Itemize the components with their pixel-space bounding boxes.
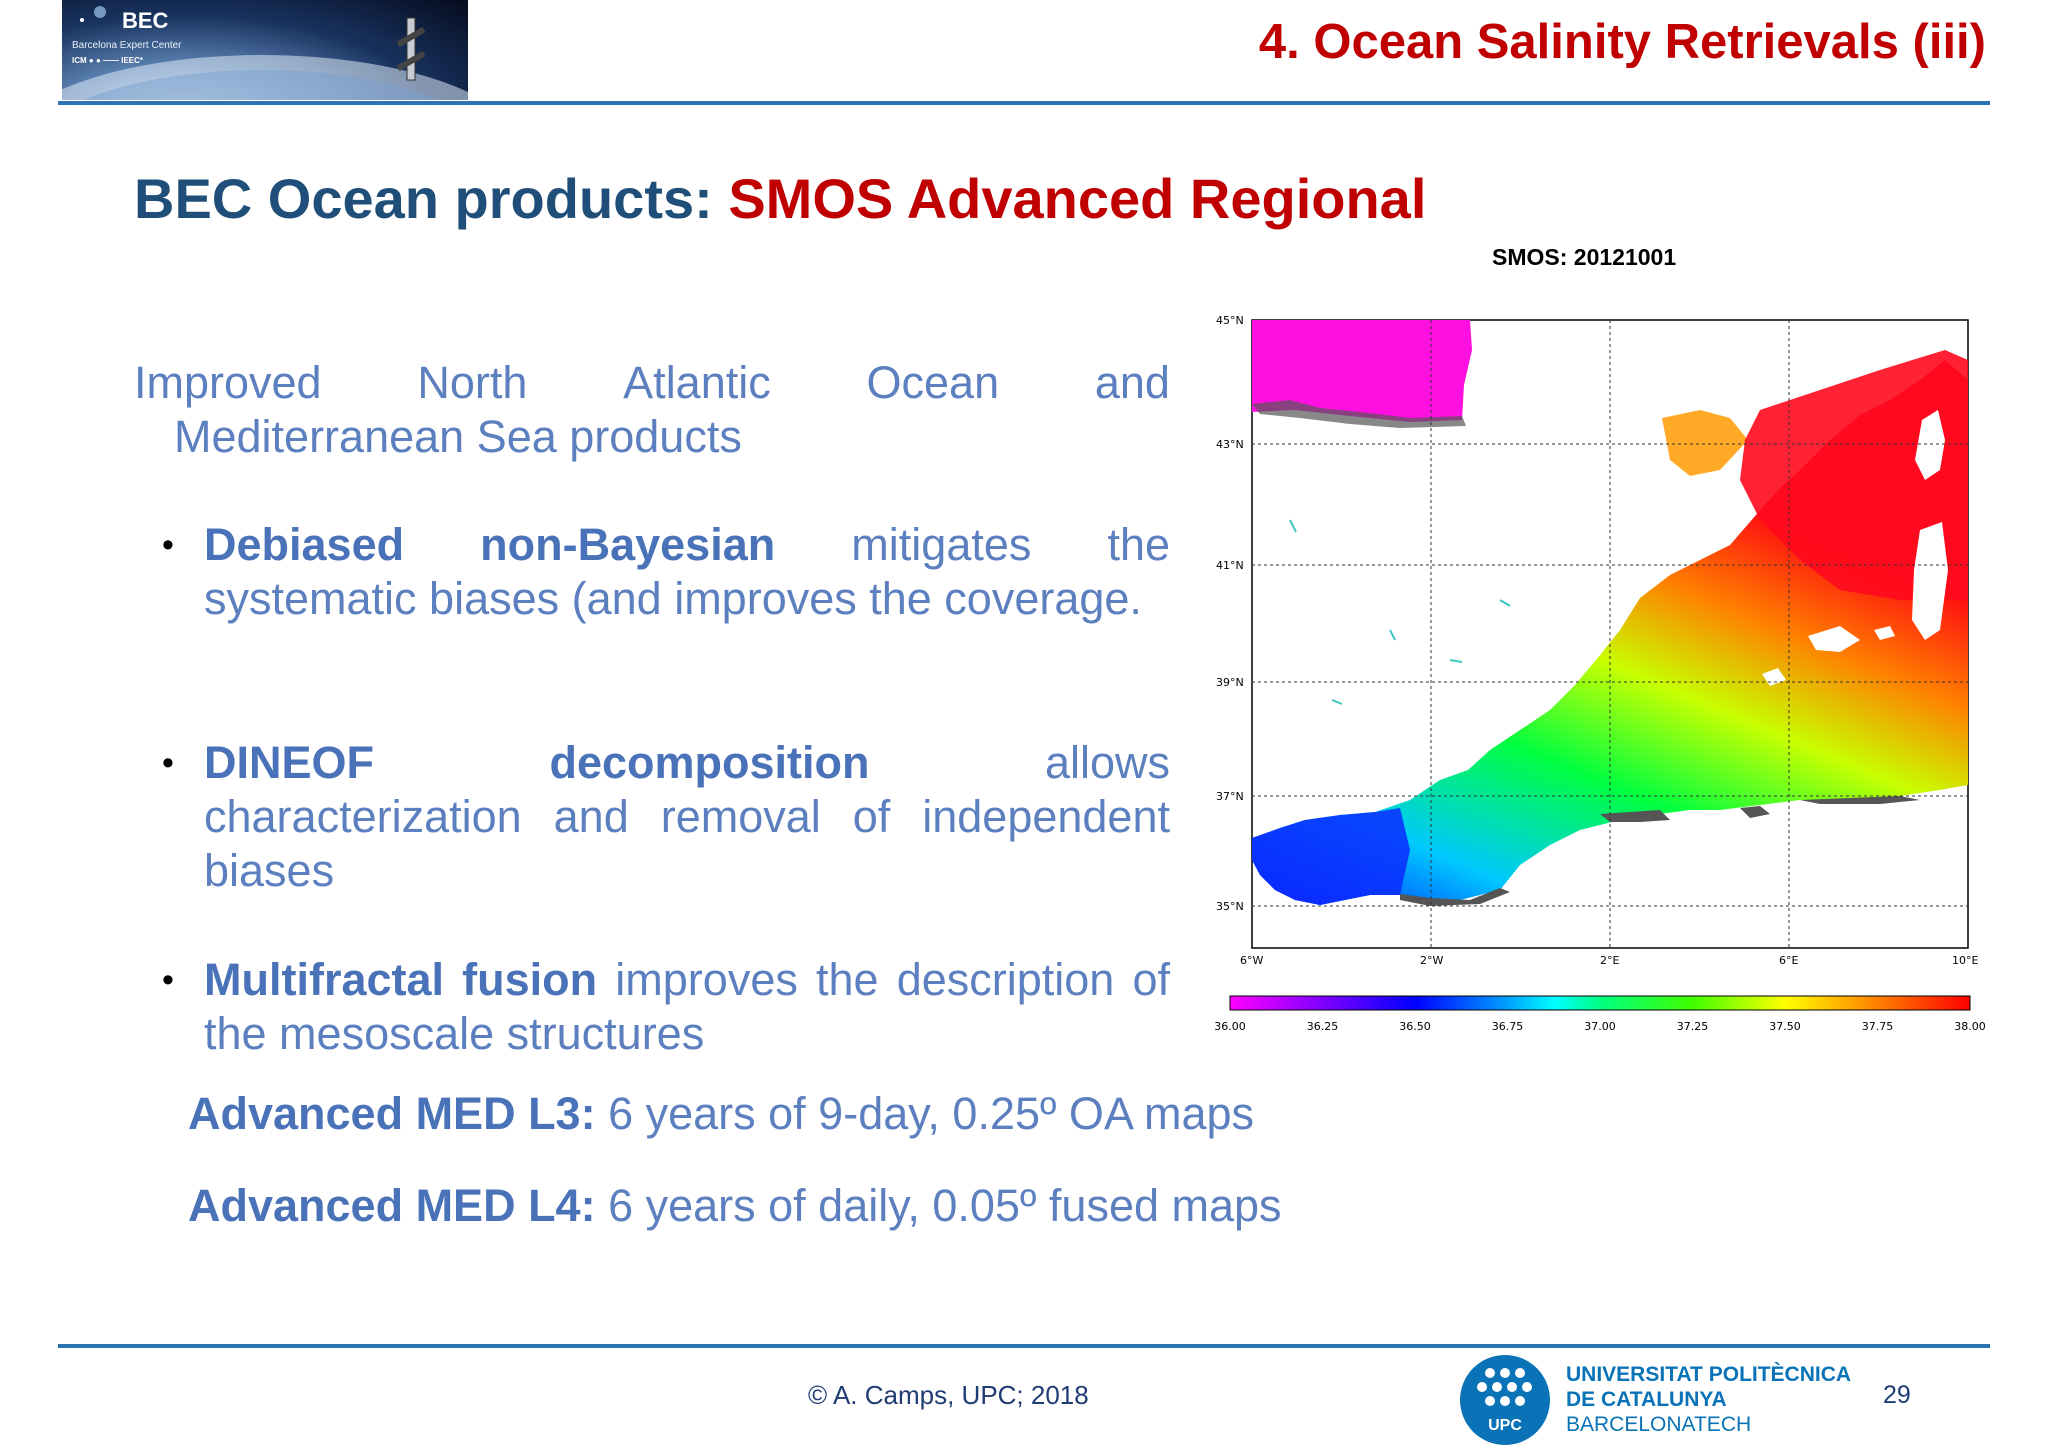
colorbar-tick-label: 37.25 [1677,1020,1709,1033]
colorbar-tick-label: 36.50 [1399,1020,1431,1033]
intro-word: Ocean [866,357,1000,408]
intro-word: Improved [134,357,322,408]
copyright-text: © A. Camps, UPC; 2018 [808,1380,1089,1410]
advanced-l3-line: Advanced MED L3: 6 years of 9-day, 0.25º… [188,1088,1254,1140]
bullet-text: mitigates the systematic biases (and imp… [204,519,1170,624]
bullet-dot-icon: • [162,961,174,999]
satellite-icon [396,17,426,81]
upc-logo: UPC [1460,1355,1550,1445]
lon-tick: 6°E [1779,954,1798,967]
colorbar [1229,995,1971,1011]
lat-tick: 37°N [1216,790,1244,803]
advanced-text: 6 years of daily, 0.05º fused maps [595,1180,1282,1231]
colorbar-tick-label: 36.25 [1307,1020,1339,1033]
bullet-item: • Multifractal fusion improves the descr… [162,953,1170,1061]
bullet-item: • Debiased non-Bayesian mitigates the sy… [162,518,1170,626]
page-number: 29 [1883,1381,1911,1409]
lat-tick: 45°N [1216,314,1244,327]
footer-divider [58,1344,1990,1348]
bullet-bold: DINEOF decomposition [204,737,870,788]
advanced-label: Advanced MED L3: [188,1088,596,1139]
university-name: UNIVERSITAT POLITÈCNICA DE CATALUNYA BAR… [1566,1362,1851,1437]
colorbar-tick-label: 37.50 [1769,1020,1801,1033]
atlantic-salinity-field [1252,320,1472,422]
upc-dots-icon [1477,1368,1532,1406]
earth-image [62,6,468,100]
header-divider [58,101,1990,105]
intro-word: and [1094,357,1170,408]
bullet-text: improves the description of the mesoscal… [204,954,1170,1059]
bullet-dot-icon: • [162,526,174,564]
university-line: UNIVERSITAT POLITÈCNICA [1566,1363,1852,1386]
slide-title-part2: SMOS Advanced Regional [728,167,1427,230]
lon-tick: 10°E [1952,954,1978,967]
lon-tick: 6°W [1240,954,1263,967]
university-line: DE CATALUNYA [1566,1388,1727,1411]
lat-tick: 39°N [1216,676,1244,689]
lon-tick: 2°E [1600,954,1619,967]
bullet-dot-icon: • [162,744,174,782]
lat-tick: 43°N [1216,438,1244,451]
slide-header-title: 4. Ocean Salinity Retrievals (iii) [1258,15,1986,69]
colorbar-tick-label: 38.00 [1954,1020,1986,1033]
university-line: BARCELONATECH [1566,1413,1752,1436]
partner-logos: ICM ● ● —— IEEC* [72,56,144,65]
bullet-bold: Multifractal fusion [204,954,598,1005]
bec-logo-text: BEC [122,8,169,33]
salinity-map: 45°N 43°N 41°N 39°N 37°N 35°N 6°W 2°W 2°… [1214,314,1986,1033]
bullet-item: • DINEOF decomposition allows characteri… [162,736,1170,898]
colorbar-tick-label: 37.75 [1862,1020,1894,1033]
intro-line2: Mediterranean Sea products [174,411,742,462]
colorbar-tick-label: 36.00 [1214,1020,1246,1033]
bec-banner-logo: BEC Barcelona Expert Center ICM ● ● —— I… [62,0,468,100]
bullet-bold: Debiased non-Bayesian [204,519,776,570]
colorbar-tick-label: 37.00 [1584,1020,1616,1033]
colorbar-ticks: 36.00 36.25 36.50 36.75 37.00 37.25 37.50 37.75… [1214,1020,1986,1033]
slide-title-part1: BEC Ocean products: [134,167,729,230]
intro-paragraph: Improved North Atlantic Ocean and Medite… [134,356,1170,464]
lat-tick: 35°N [1216,900,1244,913]
upc-abbrev: UPC [1488,1417,1522,1434]
slide-title: BEC Ocean products: SMOS Advanced Region… [134,166,1426,231]
bec-logo-subtitle: Barcelona Expert Center [72,40,182,51]
advanced-text: 6 years of 9-day, 0.25º OA maps [595,1088,1255,1139]
bullet-text: allows characterization and removal of i… [204,737,1170,896]
colorbar-tick-label: 36.75 [1492,1020,1524,1033]
intro-word: North [417,357,528,408]
map-title: SMOS: 20121001 [1492,244,1677,270]
map-gridlines [1252,320,1968,948]
advanced-label: Advanced MED L4: [188,1180,596,1231]
intro-word: Atlantic [623,357,771,408]
lon-tick: 2°W [1420,954,1443,967]
lat-tick: 41°N [1216,559,1244,572]
intro-line1: Improved North Atlantic Ocean and [134,356,1170,410]
advanced-l4-line: Advanced MED L4: 6 years of daily, 0.05º… [188,1180,1282,1232]
